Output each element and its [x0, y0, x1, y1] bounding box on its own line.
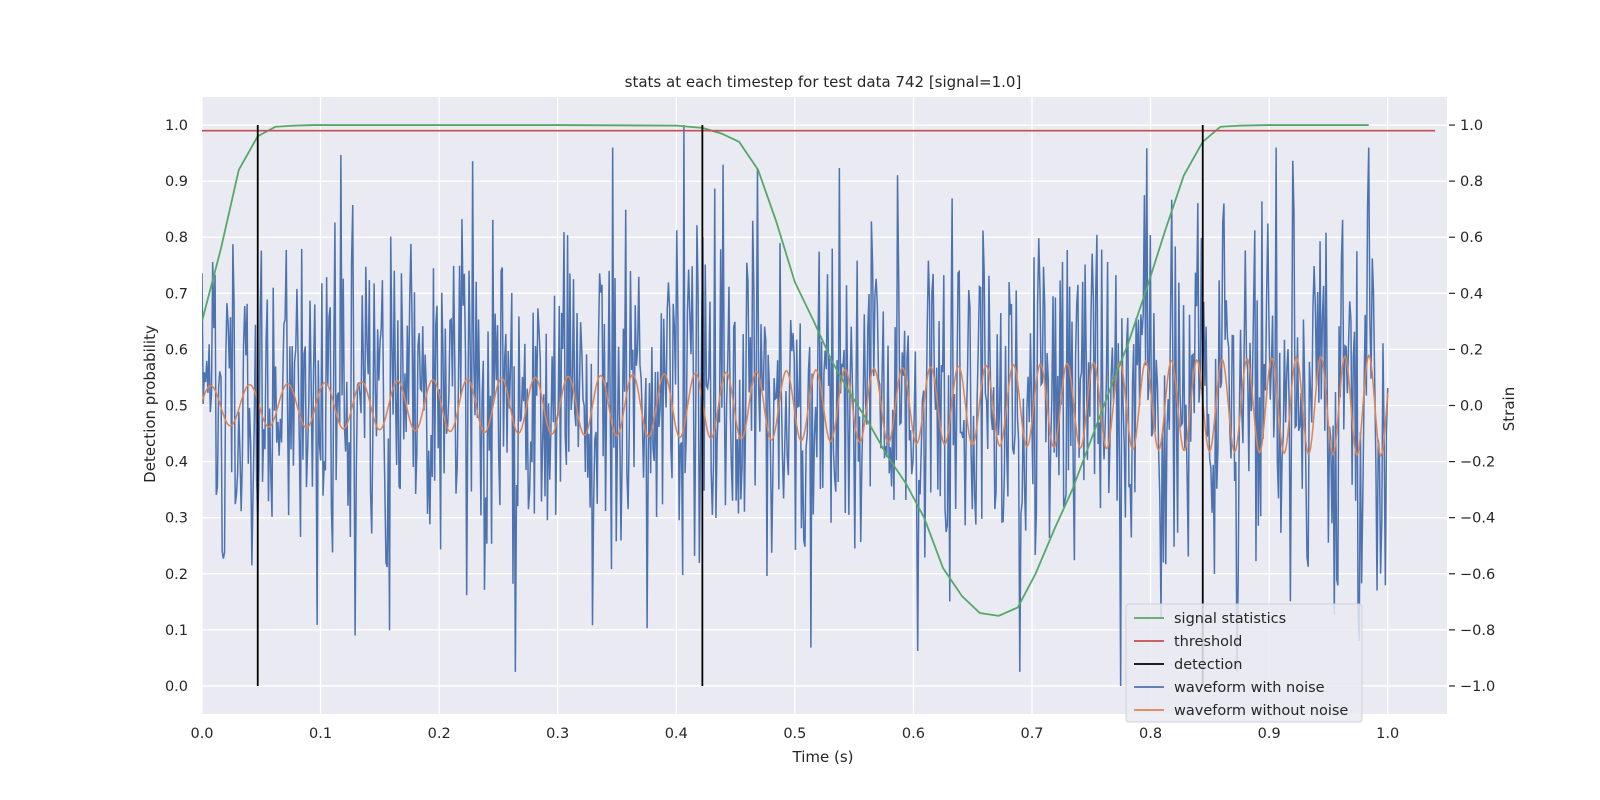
- x-tick-label: 0.2: [428, 726, 451, 742]
- series-line-signal-statistics: [202, 124, 1369, 617]
- y-left-tick-label: 0.9: [165, 174, 188, 190]
- x-tick-label: 0.0: [190, 726, 213, 742]
- x-tick-label: 0.7: [1020, 726, 1043, 742]
- x-tick-label: 0.9: [1258, 726, 1281, 742]
- series-layer: [202, 124, 1436, 686]
- series-line-waveform-with-noise: [202, 125, 1389, 686]
- y-right-tick-label: −1.0: [1460, 679, 1495, 695]
- y-left-tick-label: 0.1: [165, 623, 188, 639]
- y-right-tick-label: 0.2: [1460, 342, 1483, 358]
- y-right-tick-label: 1.0: [1460, 118, 1483, 134]
- y-left-tick-label: 0.4: [165, 455, 188, 471]
- x-tick-label: 0.3: [546, 726, 569, 742]
- series-line-waveform-without-noise: [202, 354, 1389, 458]
- y-left-tick-label: 0.8: [165, 230, 188, 246]
- x-tick-label: 0.6: [902, 726, 925, 742]
- y-right-tick-label: 0.0: [1460, 399, 1483, 415]
- x-tick-label: 1.0: [1376, 726, 1399, 742]
- y-left-tick-label: 0.5: [165, 399, 188, 415]
- legend-box: [1125, 603, 1363, 723]
- x-axis-label: Time (s): [792, 748, 854, 766]
- x-tick-label: 0.8: [1139, 726, 1162, 742]
- legend-label: waveform without noise: [1174, 703, 1348, 719]
- x-tick-label: 0.4: [665, 726, 688, 742]
- y-axis-right-ticks: −1.0 −0.8 −0.6 −0.4 −0.2 0.0 0.2 0.4 0.6 0.8 1.0: [1449, 118, 1495, 695]
- y-axis-left-ticks: 0.0 0.1 0.2 0.3 0.4 0.5 0.6 0.7 0.8 0.9 1.0: [165, 118, 188, 695]
- y-right-tick-label: −0.2: [1460, 455, 1495, 471]
- legend-label: waveform with noise: [1174, 680, 1325, 696]
- y-right-tick-label: −0.4: [1460, 511, 1495, 527]
- y-right-tick-label: 0.4: [1460, 286, 1483, 302]
- legend-label: signal statistics: [1174, 611, 1286, 627]
- x-tick-label: 0.1: [309, 726, 332, 742]
- legend-label: threshold: [1174, 634, 1242, 650]
- x-axis-ticks: 0.0 0.1 0.2 0.3 0.4 0.5 0.6 0.7 0.8 0.9 1.0: [190, 726, 1399, 742]
- y-right-tick-label: 0.8: [1460, 174, 1483, 190]
- y-axis-left-label: Detection probability: [141, 325, 159, 483]
- y-right-tick-label: −0.8: [1460, 623, 1495, 639]
- y-left-tick-label: 0.2: [165, 567, 188, 583]
- y-left-tick-label: 0.0: [165, 679, 188, 695]
- y-right-tick-label: −0.6: [1460, 567, 1495, 583]
- x-tick-label: 0.5: [783, 726, 806, 742]
- y-right-tick-label: 0.6: [1460, 230, 1483, 246]
- y-left-tick-label: 0.7: [165, 286, 188, 302]
- y-left-tick-label: 1.0: [165, 118, 188, 134]
- legend-label: detection: [1174, 657, 1242, 673]
- y-left-tick-label: 0.6: [165, 342, 188, 358]
- y-axis-right-label: Strain: [1500, 387, 1518, 431]
- grid-lines: [201, 97, 1447, 714]
- y-left-tick-label: 0.3: [165, 511, 188, 527]
- chart-title: stats at each timestep for test data 742…: [625, 73, 1022, 91]
- legend: signal statistics threshold detection wavef…: [1125, 603, 1363, 723]
